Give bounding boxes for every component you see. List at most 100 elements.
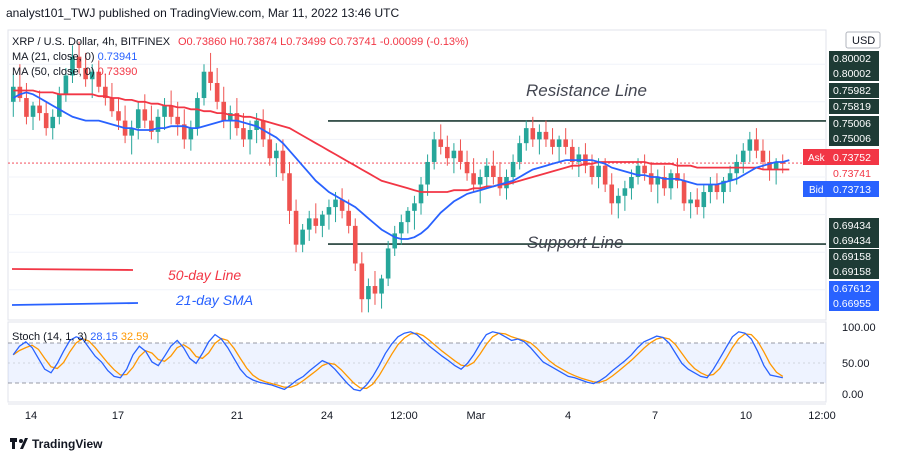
candle-body: [655, 177, 661, 185]
candle-body: [688, 199, 693, 204]
candle-body: [484, 165, 490, 177]
price-label: 0.80002: [833, 68, 871, 80]
candle-body: [398, 222, 404, 234]
svg-text:Bid: Bid: [809, 185, 823, 196]
price-label-bg: [829, 116, 879, 131]
candle-body: [267, 139, 273, 159]
candle-body: [550, 139, 555, 147]
candle-body: [379, 278, 384, 294]
ma21-value: 0.73941: [98, 51, 138, 63]
candle-body: [221, 101, 227, 121]
candle-body: [760, 150, 766, 162]
candle-body: [385, 248, 391, 279]
candle-body: [149, 120, 154, 132]
candle-body: [76, 56, 82, 68]
candle-body: [668, 173, 674, 189]
candle-body: [63, 75, 69, 95]
price-label-bg: [829, 51, 879, 66]
candle-body: [747, 139, 753, 151]
candle-body: [83, 67, 88, 80]
candle-body: [181, 124, 187, 140]
candle-body: [372, 286, 378, 294]
candle-body: [346, 210, 351, 226]
candle-body: [523, 128, 529, 144]
candle-body: [662, 177, 667, 189]
time-axis[interactable]: 14 17 21 24 12:00 Mar 4 7 10 12:00: [25, 410, 836, 422]
price-label-bg: [829, 83, 879, 98]
candle-body: [37, 105, 42, 114]
price-label-bg: [829, 218, 879, 233]
candlestick-series: [10, 41, 786, 313]
ohlc-values: O0.73860 H0.73874 L0.73499 C0.73741 -0.0…: [178, 36, 469, 48]
time-label: 17: [112, 410, 124, 422]
candle-body: [70, 56, 75, 76]
candle-body: [293, 210, 299, 245]
candle-body: [247, 130, 253, 140]
candle-body: [438, 139, 444, 147]
time-label: 10: [740, 410, 752, 422]
price-label: 0.75982: [833, 85, 871, 97]
candle-body: [477, 177, 483, 185]
candle-body: [30, 105, 36, 117]
time-label: 21: [231, 410, 243, 422]
candle-body: [773, 161, 779, 170]
candle-body: [648, 173, 654, 185]
time-label: 14: [25, 410, 37, 422]
price-label-bg: [829, 296, 879, 311]
candle-body: [366, 286, 371, 300]
candle-body: [740, 150, 746, 162]
svg-text:0.73752: 0.73752: [833, 152, 871, 164]
candle-body: [116, 111, 121, 121]
candle-body: [616, 195, 621, 204]
time-label: 12:00: [390, 410, 418, 422]
candle-body: [431, 139, 437, 162]
price-label: 0.69434: [833, 235, 871, 247]
time-label: Mar: [467, 410, 486, 422]
candle-body: [451, 150, 457, 159]
legend-21-label: 21-day SMA: [175, 292, 253, 308]
price-axis[interactable]: 0.80002 0.80002 0.75982 0.75819 0.75006 0.750…: [829, 51, 879, 311]
candle-body: [635, 165, 641, 177]
svg-text:Ask: Ask: [808, 153, 826, 164]
ma50-legend[interactable]: MA (50, close, 0) 0.73390: [12, 66, 137, 78]
price-label-bg: [829, 249, 879, 264]
candle-body: [274, 150, 279, 159]
candle-body: [464, 161, 470, 174]
candle-body: [352, 225, 358, 264]
tradingview-logo[interactable]: TradingView: [10, 437, 103, 451]
candle-body: [543, 131, 549, 140]
candle-body: [43, 113, 49, 129]
candle-body: [89, 71, 95, 80]
ma50-value: 0.73390: [98, 66, 138, 78]
candle-body: [418, 184, 424, 204]
price-label-bg: [829, 99, 879, 114]
candle-body: [50, 116, 56, 129]
candle-body: [392, 233, 398, 249]
candle-body: [537, 131, 542, 140]
candle-body: [214, 83, 220, 102]
candle-body: [694, 199, 700, 208]
currency-badge[interactable]: USD: [845, 31, 881, 49]
candle-body: [326, 207, 332, 215]
main-pane[interactable]: [7, 29, 827, 321]
price-label: 0.69158: [833, 251, 871, 263]
price-label: 0.75006: [833, 118, 871, 130]
candle-body: [241, 128, 246, 140]
candle-body: [208, 71, 213, 83]
candle-body: [708, 184, 713, 193]
candle-body: [497, 177, 503, 189]
tradingview-logo-icon: [10, 438, 28, 449]
candle-body: [17, 86, 23, 99]
stoch-legend[interactable]: Stoch (14, 1, 3) 28.15 32.59: [12, 331, 148, 343]
candle-body: [300, 229, 305, 245]
candle-body: [714, 184, 720, 193]
candle-body: [359, 263, 365, 300]
candle-body: [721, 180, 726, 193]
candle-body: [188, 128, 194, 140]
stoch-axis-100: 100.00: [842, 322, 876, 334]
candle-body: [445, 146, 450, 159]
legend-21-line-sample: [11, 302, 139, 306]
symbol-title[interactable]: XRP / U.S. Dollar, 4h, BITFINEX: [12, 36, 171, 48]
ma21-legend[interactable]: MA (21, close, 0) 0.73941: [12, 51, 137, 63]
